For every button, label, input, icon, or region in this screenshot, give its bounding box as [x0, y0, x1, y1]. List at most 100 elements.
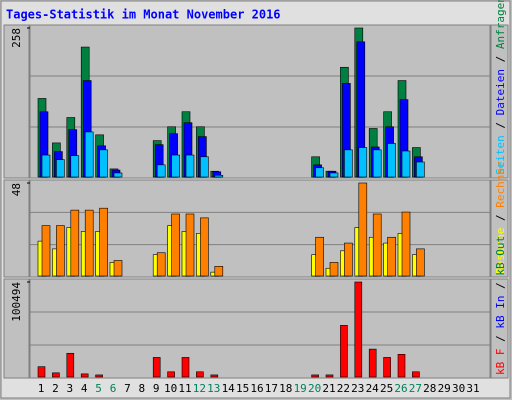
x-tick-label: 2 [52, 382, 59, 395]
bar [99, 207, 108, 277]
x-tick-label: 10 [164, 382, 177, 395]
bar [416, 248, 425, 277]
legend-separator: / [494, 276, 507, 296]
bar [412, 371, 420, 378]
label-strip [3, 24, 30, 179]
bar [95, 374, 103, 378]
bar [397, 354, 406, 378]
bar [41, 154, 51, 178]
bar [344, 242, 353, 277]
bar [171, 154, 180, 178]
x-tick-label: 13 [207, 382, 220, 395]
x-tick-label: 5 [95, 382, 102, 395]
x-tick-label: 3 [66, 382, 73, 395]
legend-separator: / [494, 208, 507, 228]
label-strip [490, 179, 509, 278]
bar [358, 147, 368, 178]
bar [37, 366, 46, 378]
bar [401, 150, 411, 178]
legend-entry: kB Out [494, 236, 507, 276]
x-tick-label: 29 [438, 382, 451, 395]
bar [315, 236, 324, 277]
bar [329, 172, 339, 178]
legend-entry: Dateien [494, 69, 507, 115]
x-tick-label: 20 [308, 382, 321, 395]
legend-entry: kB In [494, 296, 507, 329]
x-tick-label: 25 [380, 382, 393, 395]
bar [70, 209, 80, 277]
label-strip [3, 179, 30, 278]
bar [196, 371, 204, 378]
bar [368, 348, 377, 378]
bar [156, 164, 166, 178]
x-tick-label: 9 [153, 382, 160, 395]
bar [387, 143, 396, 178]
bar [99, 149, 108, 178]
x-tick-label: 1 [38, 382, 45, 395]
x-tick-label: 14 [222, 382, 236, 395]
bar [358, 182, 368, 277]
legend-entry: Anfragen [494, 0, 507, 49]
bar [185, 154, 195, 178]
x-tick-label: 30 [452, 382, 465, 395]
bar [372, 213, 382, 277]
bar [80, 373, 89, 378]
bar [416, 161, 425, 178]
x-tick-label: 22 [337, 382, 350, 395]
legend: kB F / kB In / kB Out [494, 236, 507, 375]
legend: Besuche / Rechner [494, 161, 507, 274]
legend-entry: Rechner [494, 161, 507, 208]
bar [210, 374, 219, 378]
bar [200, 217, 209, 277]
bar [329, 262, 339, 277]
bar [325, 374, 334, 378]
legend-separator: / [494, 115, 507, 135]
x-tick-label: 17 [265, 382, 278, 395]
x-tick-label: 18 [279, 382, 292, 395]
y-tick-label: 48 [10, 183, 23, 196]
bar [383, 357, 391, 378]
x-tick-label: 21 [322, 382, 335, 395]
x-tick-label: 6 [110, 382, 117, 395]
bar [181, 357, 190, 378]
x-tick-label: 26 [394, 382, 407, 395]
bar [52, 372, 60, 378]
x-tick-label: 31 [466, 382, 479, 395]
y-tick-label: 258 [10, 28, 23, 48]
bar [56, 159, 65, 178]
bar [113, 172, 123, 178]
x-tick-label: 28 [423, 382, 436, 395]
legend-entry: kB F [494, 349, 507, 376]
legend-separator: / [494, 49, 507, 69]
bar [84, 131, 94, 178]
bar [66, 352, 75, 378]
bar [200, 156, 209, 178]
legend-entry: Besuche [494, 228, 507, 274]
bar [315, 167, 324, 178]
legend-separator: / [494, 329, 507, 349]
bar [56, 225, 65, 277]
bar [152, 357, 161, 378]
bar [70, 155, 80, 178]
x-tick-label: 27 [409, 382, 422, 395]
x-tick-label: 7 [124, 382, 131, 395]
bar [354, 281, 363, 378]
bar [401, 211, 411, 277]
bar [387, 236, 396, 277]
x-tick-label: 15 [236, 382, 249, 395]
bar [84, 209, 94, 277]
y-tick-label: 100494 [10, 282, 23, 322]
x-tick-label: 4 [81, 382, 88, 395]
x-tick-label: 12 [193, 382, 206, 395]
bar [340, 325, 348, 378]
bar [167, 371, 175, 378]
bar [156, 252, 166, 277]
bar [185, 213, 195, 277]
x-tick-label: 24 [366, 382, 380, 395]
x-tick-label: 16 [250, 382, 263, 395]
label-strip [3, 278, 30, 379]
bar [214, 266, 224, 277]
x-tick-label: 11 [178, 382, 191, 395]
bar [311, 374, 319, 378]
